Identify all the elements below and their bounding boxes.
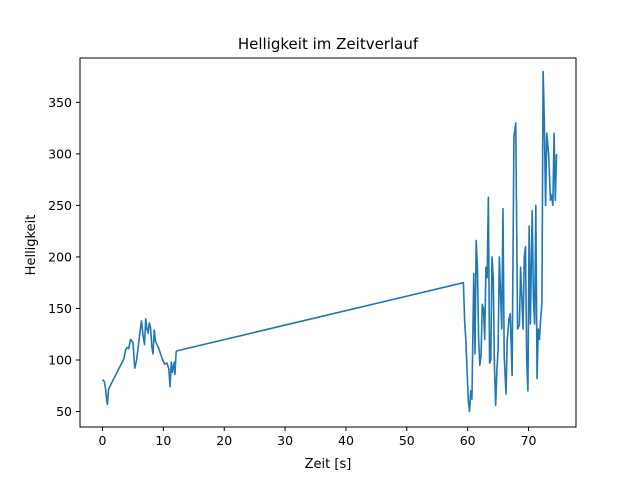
y-tick-label: 350 bbox=[48, 95, 72, 110]
x-tick-label: 70 bbox=[521, 433, 537, 448]
plot-frame bbox=[79, 57, 577, 428]
axis-ticks: 0 10 20 30 40 50 60 70 50 100 150 200 250 300 350 bbox=[48, 95, 536, 448]
x-tick-label: 10 bbox=[155, 433, 171, 448]
chart-title: Helligkeit im Zeitverlauf bbox=[238, 35, 419, 53]
plot-area bbox=[101, 70, 558, 413]
x-tick-label: 50 bbox=[399, 433, 415, 448]
x-tick-label: 20 bbox=[216, 433, 232, 448]
y-tick-label: 200 bbox=[48, 249, 72, 264]
y-tick-label: 100 bbox=[48, 353, 72, 368]
x-tick-label: 60 bbox=[460, 433, 476, 448]
x-tick-label: 30 bbox=[277, 433, 293, 448]
x-axis-label: Zeit [s] bbox=[305, 457, 352, 472]
y-tick-label: 150 bbox=[48, 301, 72, 316]
series-line-0 bbox=[101, 70, 558, 413]
y-tick-label: 300 bbox=[48, 146, 72, 161]
x-tick-label: 0 bbox=[99, 433, 107, 448]
x-tick-label: 40 bbox=[338, 433, 354, 448]
y-tick-label: 250 bbox=[48, 198, 72, 213]
y-tick-label: 50 bbox=[56, 404, 72, 419]
y-axis-label: Helligkeit bbox=[24, 215, 39, 276]
